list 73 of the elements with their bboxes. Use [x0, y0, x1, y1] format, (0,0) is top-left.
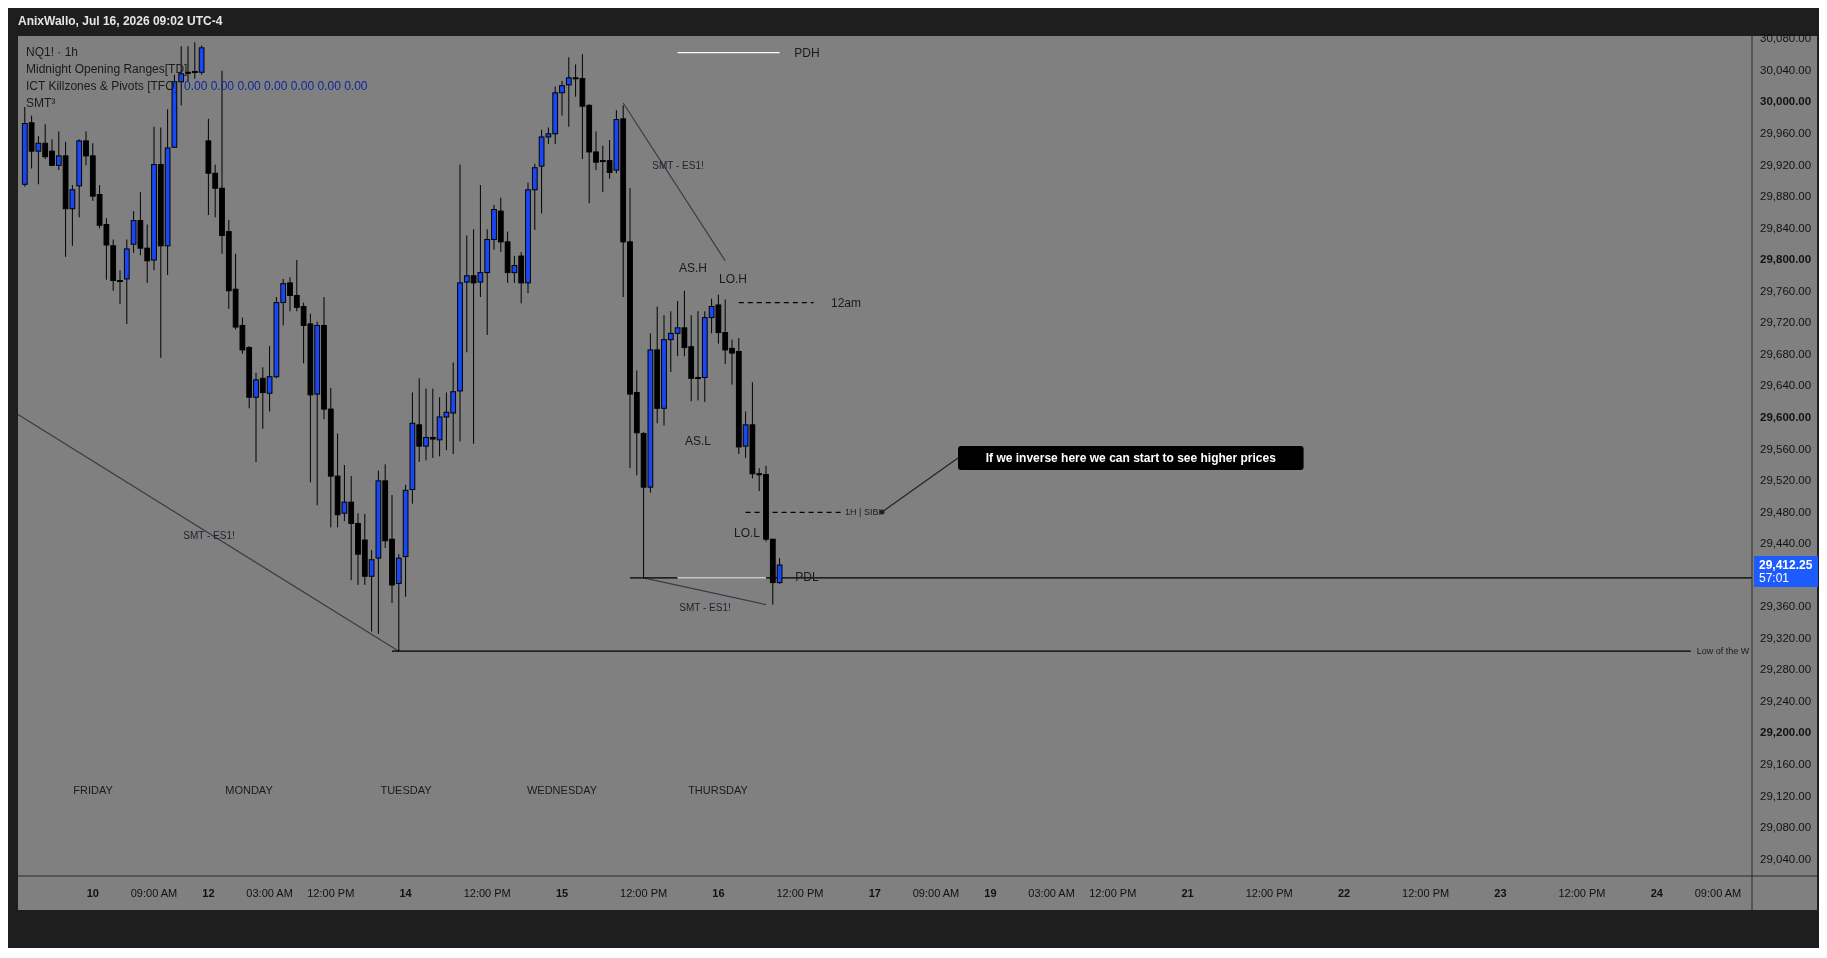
y-tick-label: 30,040.00: [1760, 63, 1812, 76]
annotation: Low of the W: [1696, 646, 1750, 657]
annotation: NQ1! · 1h: [26, 45, 79, 60]
x-tick-label: 12:00 PM: [1402, 887, 1450, 899]
x-tick-label: 23: [1494, 887, 1507, 899]
y-tick-label: 29,720.00: [1760, 316, 1812, 329]
y-tick-label: 29,800.00: [1760, 253, 1812, 266]
y-tick-label: 29,960.00: [1760, 127, 1812, 140]
x-tick-label: 12:00 PM: [1558, 887, 1606, 899]
x-tick-label: 10: [86, 887, 99, 899]
annotation: AS.L: [684, 434, 712, 449]
y-tick-label: 29,560.00: [1760, 442, 1812, 455]
y-tick-label: 29,280.00: [1760, 663, 1812, 676]
y-tick-label: 30,080.00: [1760, 32, 1812, 45]
annotation: 0.00 0.00 0.00 0.00 0.00 0.00 0.00: [184, 79, 368, 94]
annotation: SMT - ES1!: [183, 529, 235, 541]
x-tick-label: 12:00 PM: [307, 887, 355, 899]
annotation: TUESDAY: [380, 783, 433, 796]
y-tick-label: 29,640.00: [1760, 379, 1812, 392]
annotation: 12am: [830, 296, 862, 311]
x-tick-label: 14: [399, 887, 413, 899]
x-tick-label: 03:00 AM: [246, 887, 293, 899]
y-tick-label: 29,360.00: [1760, 600, 1812, 613]
chart-title: AnixWallo, Jul 16, 2026 09:02 UTC-4: [18, 14, 223, 28]
x-tick-label: 16: [712, 887, 725, 899]
annotation: MONDAY: [225, 783, 274, 796]
y-tick-label: 29,520.00: [1760, 474, 1812, 487]
x-tick-label: 12: [202, 887, 215, 899]
x-tick-label: 12:00 PM: [620, 887, 668, 899]
y-tick-label: 29,680.00: [1760, 347, 1812, 360]
y-tick-label: 29,240.00: [1760, 694, 1812, 707]
text: 57:01: [1759, 571, 1790, 585]
y-tick-label: 29,040.00: [1760, 852, 1812, 865]
y-tick-label: 29,840.00: [1760, 221, 1812, 234]
y-tick-label: 29,120.00: [1760, 789, 1812, 802]
y-tick-label: 29,200.00: [1760, 726, 1812, 739]
y-tick-label: 29,440.00: [1760, 537, 1812, 550]
annotation: LO.H: [718, 272, 748, 287]
x-tick-label: 21: [1181, 887, 1194, 899]
x-tick-label: 19: [984, 887, 997, 899]
x-tick-label: 03:00 AM: [1028, 887, 1075, 899]
annotation: FRIDAY: [73, 783, 114, 796]
y-tick-label: 29,880.00: [1760, 190, 1812, 203]
annotation: WEDNESDAY: [526, 783, 598, 796]
x-tick-label: 12:00 PM: [1245, 887, 1293, 899]
annotation: LO.L: [733, 526, 761, 541]
x-tick-label: 09:00 AM: [912, 887, 960, 899]
x-tick-label: 15: [555, 887, 569, 899]
annotation: 1H | SIBI: [845, 507, 881, 518]
x-tick-label: 09:00 AM: [130, 887, 178, 899]
x-tick-label: 12:00 PM: [463, 887, 511, 899]
x-tick-label: 17: [868, 887, 881, 899]
x-tick-label: 12:00 PM: [1089, 887, 1137, 899]
y-tick-label: 29,920.00: [1760, 158, 1812, 171]
x-tick-label: 12:00 PM: [776, 887, 824, 899]
y-tick-label: 29,080.00: [1760, 821, 1812, 834]
annotation: If we inverse here we can start to see higher prices: [985, 451, 1277, 466]
annotation: THURSDAY: [688, 783, 749, 796]
y-tick-label: 29,600.00: [1760, 410, 1812, 423]
x-tick-label: 09:00 AM: [1694, 887, 1742, 899]
annotation: SMT - ES1!: [679, 601, 731, 613]
annotation: AS.H: [678, 261, 708, 276]
annotation: SMT - ES1!: [652, 159, 704, 171]
y-tick-label: 29,480.00: [1760, 505, 1812, 518]
annotation: PDH: [794, 46, 820, 61]
y-tick-label: 29,160.00: [1760, 758, 1812, 771]
x-tick-label: 24: [1650, 887, 1664, 899]
annotation: SMT³: [26, 96, 56, 111]
y-tick-label: 29,760.00: [1760, 284, 1812, 297]
text: 29,412.25: [1759, 558, 1813, 572]
y-tick-label: 29,320.00: [1760, 631, 1812, 644]
y-tick-label: 30,000.00: [1760, 95, 1812, 108]
x-tick-label: 22: [1337, 887, 1351, 899]
